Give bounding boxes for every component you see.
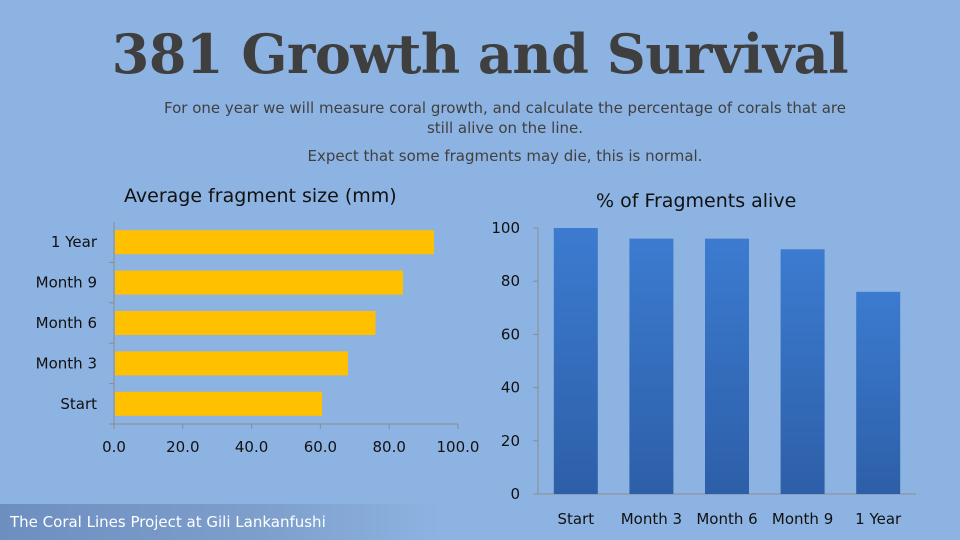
size-chart-x-tick-label: 0.0 (102, 438, 126, 456)
size-chart-x-tick-label: 60.0 (304, 438, 337, 456)
footer-banner (0, 504, 440, 540)
alive-chart-title: % of Fragments alive (596, 190, 797, 212)
slide-title: 381 Growth and Survival (111, 22, 849, 86)
alive-chart-y-tick-label: 80 (501, 272, 520, 290)
size-chart-category-label: Month 6 (36, 314, 97, 332)
alive-chart: 0 20 40 60 80 100 Start Month 3 Month 6 Month 9 1 … (491, 219, 916, 528)
size-bar-start (115, 391, 323, 416)
alive-chart-y-tick-label: 20 (501, 432, 520, 450)
alive-bar-month-9 (780, 249, 825, 494)
size-bar-month-9 (115, 270, 403, 295)
size-chart-x-tick-label: 40.0 (235, 438, 268, 456)
size-chart: 0.0 20.0 40.0 60.0 80.0 100.0 Start Month 3 Mont… (36, 222, 480, 456)
size-chart-category-label: Month 3 (36, 354, 97, 372)
alive-bar-start (553, 228, 598, 494)
size-chart-x-tick-label: 80.0 (372, 438, 405, 456)
alive-bar-1-year (856, 291, 901, 494)
size-chart-category-label: Start (60, 395, 97, 413)
alive-chart-y-tick-label: 100 (491, 219, 520, 237)
footer-text: The Coral Lines Project at Gili Lankanfu… (10, 513, 326, 531)
alive-bar-month-6 (705, 238, 749, 494)
alive-chart-y-tick-label: 0 (510, 485, 520, 503)
alive-chart-y-tick-label: 60 (501, 325, 520, 343)
alive-chart-category-label: Month 3 (621, 510, 682, 528)
size-chart-category-label: 1 Year (51, 233, 98, 251)
size-chart-category-label: Month 9 (36, 274, 97, 292)
alive-chart-category-label: Month 9 (772, 510, 833, 528)
subtitle-line-2: Expect that some fragments may die, this… (307, 147, 703, 165)
size-chart-title: Average fragment size (mm) (124, 185, 397, 207)
size-chart-x-tick-label: 100.0 (437, 438, 480, 456)
size-chart-x-tick-label: 20.0 (166, 438, 199, 456)
alive-bar-month-3 (629, 238, 674, 494)
alive-chart-category-label: Month 6 (696, 510, 757, 528)
subtitle-line-1: For one year we will measure coral growt… (164, 99, 846, 137)
size-bar-month-3 (115, 351, 348, 376)
size-bar-1-year (115, 230, 434, 255)
alive-chart-category-label: Start (557, 510, 594, 528)
alive-chart-y-tick-label: 40 (501, 379, 520, 397)
slide-subtitle: For one year we will measure coral growt… (150, 98, 860, 174)
alive-chart-category-label: 1 Year (855, 510, 902, 528)
size-bar-month-6 (115, 311, 376, 335)
